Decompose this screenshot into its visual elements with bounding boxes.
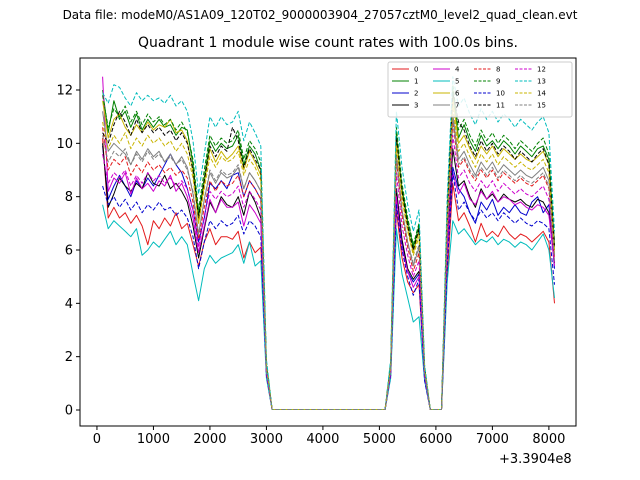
series-line-8 xyxy=(102,121,555,410)
legend-label-4: 4 xyxy=(455,66,460,74)
x-tick-label: 6000 xyxy=(419,432,452,447)
legend-label-5: 5 xyxy=(455,78,459,86)
y-tick-label: 6 xyxy=(65,244,73,259)
plot-lines xyxy=(102,76,555,410)
x-tick-label: 8000 xyxy=(532,432,565,447)
y-tick-label: 4 xyxy=(65,297,73,312)
y-tick-label: 2 xyxy=(65,350,73,365)
x-tick-label: 4000 xyxy=(306,432,339,447)
x-tick-label: 2000 xyxy=(193,432,226,447)
series-line-15 xyxy=(102,118,555,410)
plot-frame xyxy=(79,57,577,427)
series-line-2 xyxy=(102,145,555,410)
series-line-6 xyxy=(102,97,555,410)
legend-label-2: 2 xyxy=(414,90,418,98)
series-line-14 xyxy=(102,105,555,410)
x-tick-label: 3000 xyxy=(250,432,283,447)
series-line-4 xyxy=(102,76,555,410)
x-tick-label: 0 xyxy=(93,432,101,447)
legend-label-10: 10 xyxy=(496,90,505,98)
legend-label-13: 13 xyxy=(537,78,546,86)
legend-frame xyxy=(387,61,573,118)
legend-label-11: 11 xyxy=(496,102,505,110)
x-tick-label: 1000 xyxy=(137,432,170,447)
x-offset-label: +3.3904e8 xyxy=(499,452,572,467)
series-line-7 xyxy=(102,111,555,410)
chart-title: Quadrant 1 module wise count rates with … xyxy=(138,35,518,51)
series-line-1 xyxy=(102,89,555,410)
legend-label-7: 7 xyxy=(455,102,459,110)
legend-label-6: 6 xyxy=(455,90,460,98)
legend-label-14: 14 xyxy=(537,90,546,98)
x-axis: 0 1000 2000 3000 4000 5000 6000 7000 8000 xyxy=(93,426,565,447)
series-line-3 xyxy=(102,143,555,410)
legend-label-3: 3 xyxy=(414,102,418,110)
legend-label-9: 9 xyxy=(496,78,500,86)
legend-label-8: 8 xyxy=(496,66,500,74)
x-tick-label: 5000 xyxy=(363,432,396,447)
y-tick-label: 12 xyxy=(56,84,73,99)
legend-label-15: 15 xyxy=(537,102,546,110)
series-line-5 xyxy=(102,204,555,410)
y-tick-label: 0 xyxy=(65,404,73,419)
legend-label-1: 1 xyxy=(414,78,418,86)
series-line-10 xyxy=(102,172,555,410)
series-line-13 xyxy=(102,76,555,410)
series-line-9 xyxy=(102,84,555,410)
y-tick-label: 10 xyxy=(56,137,73,152)
y-tick-label: 8 xyxy=(65,190,73,205)
legend-label-0: 0 xyxy=(414,66,418,74)
y-axis: 0 2 4 6 8 10 12 xyxy=(56,84,80,419)
legend-label-12: 12 xyxy=(537,66,546,74)
figure-suptitle: Data file: modeM0/AS1A09_120T02_90000039… xyxy=(62,8,578,22)
x-tick-label: 7000 xyxy=(476,432,509,447)
